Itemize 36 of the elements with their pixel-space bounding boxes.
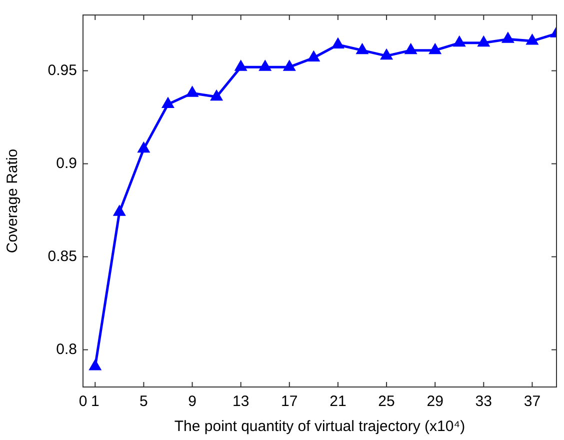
point [332, 38, 344, 49]
point [526, 34, 538, 45]
x-tick-label: 0 [78, 393, 88, 410]
point [186, 86, 198, 97]
x-tick-label: 13 [232, 393, 250, 410]
x-tick-label: 9 [188, 393, 196, 410]
point [90, 360, 101, 370]
point [138, 142, 150, 153]
x-tick-label: 17 [281, 393, 298, 410]
point [502, 32, 514, 43]
point [162, 98, 174, 108]
point [405, 44, 416, 54]
y-tick-label: 0.8 [56, 340, 77, 358]
y-tick-label: 0.95 [48, 62, 77, 79]
point [478, 36, 490, 47]
point [454, 36, 465, 47]
x-tick-label: 21 [330, 393, 346, 410]
x-tick-label: 29 [426, 393, 444, 410]
point [210, 90, 222, 101]
point [284, 60, 295, 71]
point [356, 44, 368, 54]
point [308, 52, 320, 62]
point [260, 60, 271, 71]
point [114, 206, 126, 216]
point [235, 60, 246, 71]
x-tick-label: 33 [475, 393, 492, 410]
point [380, 50, 392, 60]
x-tick-label: 1 [90, 393, 100, 410]
point [430, 44, 441, 54]
x-tick-label: 37 [524, 393, 541, 410]
y-tick-label: 0.9 [56, 154, 77, 172]
x-axis-title: The point quantity of virtual trajectory (x10⁴) [174, 418, 466, 436]
x-tick-label: 25 [378, 393, 395, 410]
x-tick-label: 5 [140, 393, 148, 410]
y-tick-label: 0.85 [48, 248, 77, 265]
y-axis-title: Coverage Ratio [4, 148, 22, 254]
